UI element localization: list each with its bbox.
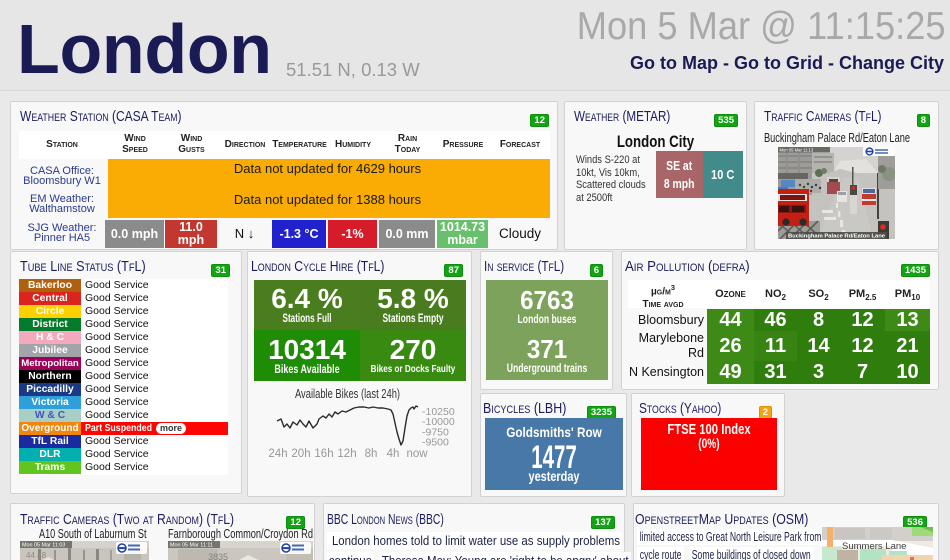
svg-text:20h: 20h bbox=[291, 448, 310, 460]
svg-text:-10250: -10250 bbox=[422, 406, 455, 418]
svg-text:12h: 12h bbox=[337, 448, 356, 460]
svg-text:3835: 3835 bbox=[208, 552, 228, 560]
svg-text:24h: 24h bbox=[268, 448, 287, 460]
svg-text:8h: 8h bbox=[365, 448, 378, 460]
svg-text:Mon 05 Mar 11:13: Mon 05 Mar 11:13 bbox=[780, 147, 814, 152]
svg-text:4h: 4h bbox=[387, 448, 400, 460]
svg-text:now: now bbox=[406, 448, 428, 460]
svg-text:Mon 05 Mar 11:11: Mon 05 Mar 11:11 bbox=[170, 543, 213, 549]
svg-text:Buckingham Palace Rd/Eaton Lan: Buckingham Palace Rd/Eaton Lane bbox=[788, 234, 886, 239]
svg-text:Mon 05 Mar 11:03: Mon 05 Mar 11:03 bbox=[22, 543, 65, 549]
svg-text:16h: 16h bbox=[314, 448, 333, 460]
svg-text:-10000: -10000 bbox=[422, 416, 455, 428]
svg-text:-9750: -9750 bbox=[422, 427, 449, 439]
svg-text:44 48: 44 48 bbox=[26, 551, 47, 560]
svg-text:-9500: -9500 bbox=[422, 437, 449, 449]
svg-text:Summers Lane: Summers Lane bbox=[842, 541, 906, 552]
